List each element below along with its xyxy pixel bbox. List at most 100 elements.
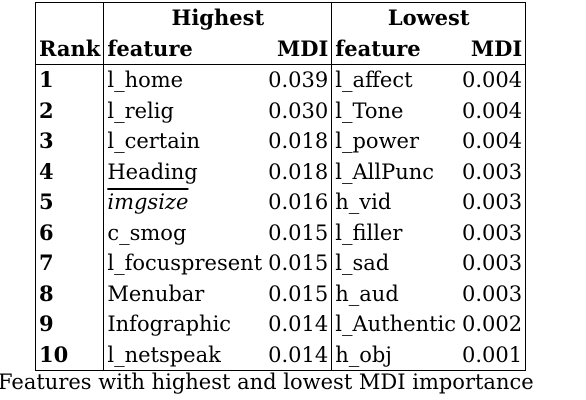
lowest-mdi-cell: 0.003	[459, 278, 527, 309]
table-row: 1 l_home 0.039 l_affect 0.004	[34, 64, 527, 96]
empty-corner-cell	[34, 2, 105, 34]
highest-mdi-text: 0.014	[268, 312, 329, 337]
table-row: 6 c_smog 0.015 l_filler 0.003	[34, 217, 527, 249]
lowest-feature-cell: l_affect	[331, 64, 460, 96]
table-body: 1 l_home 0.039 l_affect 0.004 2 l_relig 0.030 l_…	[34, 64, 527, 371]
column-header-feature-lowest: feature	[335, 35, 421, 61]
highest-mdi-cell: 0.018	[265, 156, 333, 187]
column-header-mdi-lowest: MDI	[459, 33, 527, 65]
rank-text: 9	[39, 311, 54, 337]
highest-feature-cell: c_smog	[104, 218, 265, 249]
highest-feature-text: Infographic	[107, 312, 232, 337]
lowest-mdi-cell: 0.003	[459, 248, 527, 279]
highest-feature-text: l_netspeak	[107, 342, 221, 367]
column-header-feature-highest: feature	[107, 35, 193, 61]
lowest-feature-text: l_power	[335, 129, 420, 154]
lowest-mdi-cell: 0.002	[459, 309, 527, 340]
lowest-feature-text: l_filler	[335, 220, 403, 245]
rank-text: 5	[39, 189, 54, 215]
lowest-feature-text: l_Tone	[335, 98, 404, 123]
lowest-feature-text: l_Authentic	[335, 312, 457, 337]
mdi-importance-table: Highest Lowest Rank feature MDI feature …	[34, 2, 527, 371]
lowest-mdi-cell: 0.004	[459, 64, 527, 96]
highest-feature-text: l_focuspresent	[107, 251, 263, 276]
lowest-feature-text: l_sad	[335, 251, 390, 276]
lowest-mdi-cell: 0.001	[459, 339, 527, 371]
lowest-mdi-text: 0.003	[462, 190, 523, 215]
lowest-feature-cell: h_vid	[332, 187, 459, 218]
lowest-feature-text: h_aud	[335, 281, 399, 306]
highest-mdi-text: 0.016	[268, 190, 329, 215]
highest-feature-cell: Menubar	[104, 279, 265, 310]
table-row: 4 Heading 0.018 l_AllPunc 0.003	[34, 156, 527, 188]
rank-cell: 5	[34, 187, 105, 218]
highest-feature-text: l_certain	[107, 129, 201, 154]
lowest-mdi-cell: 0.003	[459, 156, 527, 187]
lowest-feature-cell: l_Authentic	[332, 309, 459, 340]
rank-text: 2	[39, 97, 54, 123]
lowest-feature-cell: h_obj	[331, 339, 460, 371]
lowest-mdi-text: 0.003	[462, 281, 523, 306]
table-row: 7 l_focuspresent 0.015 l_sad 0.003	[34, 248, 527, 279]
table-row: 2 l_relig 0.030 l_Tone 0.004	[34, 95, 527, 127]
table-row: 10 l_netspeak 0.014 h_obj 0.001	[34, 339, 527, 371]
rank-cell: 1	[34, 64, 105, 96]
group-header-highest: Highest	[103, 2, 333, 34]
lowest-mdi-cell: 0.003	[459, 187, 527, 218]
table-row: 5 imgsize 0.016 h_vid 0.003	[34, 187, 527, 218]
group-header-lowest: Lowest	[331, 2, 527, 34]
highest-mdi-cell: 0.015	[265, 278, 333, 309]
rank-cell: 6	[34, 217, 105, 248]
highest-feature-cell: l_certain	[104, 126, 265, 157]
rank-text: 10	[39, 341, 69, 367]
table-caption: Features with highest and lowest MDI imp…	[0, 370, 534, 394]
lowest-mdi-cell: 0.004	[459, 95, 527, 126]
lowest-mdi-text: 0.003	[462, 159, 523, 184]
lowest-feature-cell: l_sad	[332, 248, 459, 279]
highest-mdi-cell: 0.015	[265, 217, 333, 248]
rank-text: 4	[39, 158, 54, 184]
lowest-feature-text: h_vid	[335, 190, 392, 215]
highest-mdi-text: 0.015	[268, 220, 329, 245]
highest-mdi-text: 0.039	[268, 68, 329, 93]
lowest-mdi-text: 0.002	[462, 312, 523, 337]
lowest-feature-text: h_obj	[335, 342, 392, 367]
rank-text: 6	[39, 219, 54, 245]
highest-mdi-cell: 0.018	[265, 126, 333, 157]
lowest-mdi-text: 0.004	[462, 98, 523, 123]
table-row: 8 Menubar 0.015 h_aud 0.003	[34, 278, 527, 310]
highest-feature-cell: Infographic	[104, 309, 265, 340]
column-header-mdi-highest: MDI	[265, 33, 333, 65]
rank-text: 7	[39, 250, 54, 276]
table-row: 9 Infographic 0.014 l_Authentic 0.002	[34, 309, 527, 340]
highest-feature-text: c_smog	[107, 220, 187, 245]
highest-feature-cell: l_home	[103, 64, 266, 96]
highest-feature-text: imgsize	[107, 190, 189, 215]
lowest-mdi-text: 0.003	[462, 251, 523, 276]
highest-mdi-cell: 0.014	[265, 339, 333, 371]
column-header-row: Rank feature MDI feature MDI	[34, 33, 527, 65]
highest-mdi-cell: 0.030	[265, 95, 333, 126]
lowest-mdi-text: 0.001	[462, 342, 523, 367]
table-row: 3 l_certain 0.018 l_power 0.004	[34, 126, 527, 157]
highest-mdi-text: 0.015	[268, 281, 329, 306]
lowest-feature-cell: l_AllPunc	[332, 157, 459, 188]
highest-mdi-text: 0.030	[268, 98, 329, 123]
highest-feature-cell: l_focuspresent	[104, 248, 265, 279]
rank-text: 1	[39, 67, 54, 93]
lowest-feature-text: l_AllPunc	[335, 159, 435, 184]
column-header-rank: Rank	[34, 33, 105, 65]
lowest-mdi-cell: 0.004	[459, 126, 527, 157]
rank-cell: 3	[34, 126, 105, 157]
lowest-feature-cell: l_Tone	[332, 96, 459, 127]
highest-mdi-text: 0.015	[268, 251, 329, 276]
highest-mdi-text: 0.014	[268, 342, 329, 367]
highest-feature-cell: l_relig	[104, 96, 265, 127]
group-header-row: Highest Lowest	[34, 2, 527, 34]
highest-mdi-cell: 0.015	[265, 248, 333, 279]
highest-feature-cell: l_netspeak	[103, 339, 266, 371]
lowest-feature-cell: h_aud	[332, 279, 459, 310]
lowest-feature-cell: l_power	[332, 126, 459, 157]
lowest-mdi-text: 0.003	[462, 220, 523, 245]
lowest-mdi-text: 0.004	[462, 129, 523, 154]
